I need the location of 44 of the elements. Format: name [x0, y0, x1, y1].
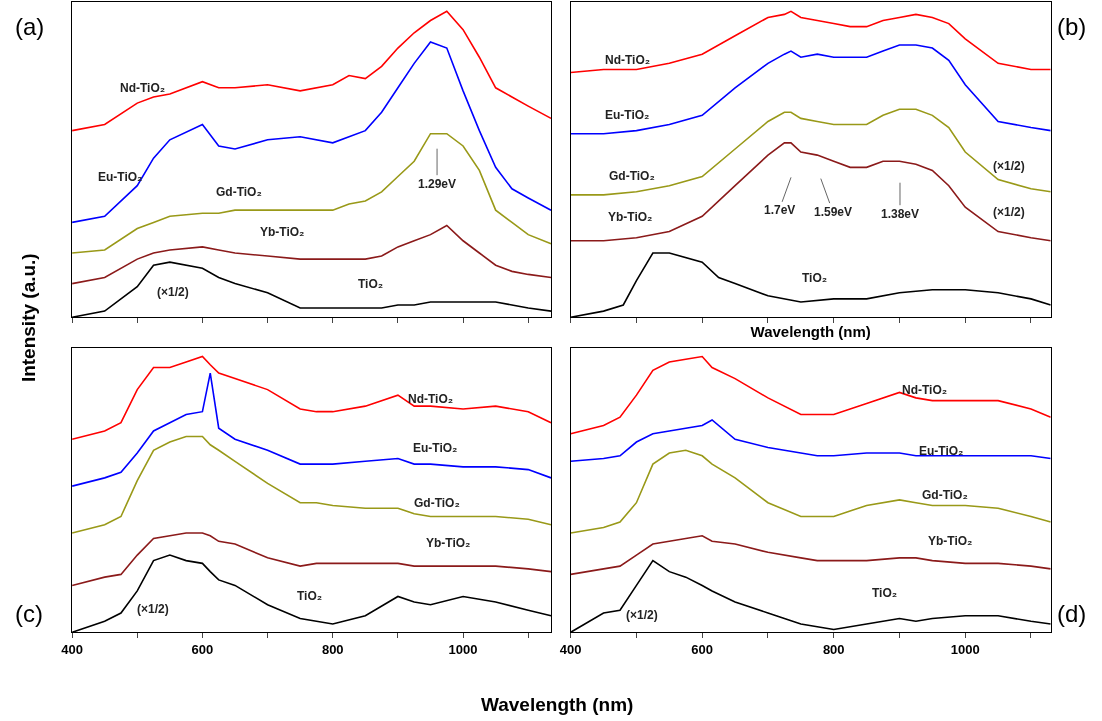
series-label: Nd-TiO₂ [902, 383, 948, 397]
series-label: Yb-TiO₂ [928, 534, 973, 548]
series-label: Eu-TiO₂ [98, 170, 143, 184]
annotation: (×1/2) [626, 608, 658, 622]
x-axis-title: Wavelength (nm) [481, 694, 634, 715]
series-label: Yb-TiO₂ [260, 225, 305, 239]
series-label: Eu-TiO₂ [413, 441, 458, 455]
annotation: (×1/2) [993, 205, 1025, 219]
x-tick-label: 1000 [950, 642, 980, 658]
series-label: Nd-TiO₂ [605, 53, 651, 67]
x-tick-label: 800 [822, 642, 845, 658]
x-tick-label: 1000 [448, 642, 478, 658]
x-tick-label: 600 [191, 642, 214, 658]
series-label: Gd-TiO₂ [216, 185, 262, 199]
x-tick-label: 600 [691, 642, 714, 658]
series-label: Nd-TiO₂ [120, 81, 166, 95]
series-label: Gd-TiO₂ [609, 169, 655, 183]
annotation: (×1/2) [137, 602, 169, 616]
x-tick-label: 400 [61, 642, 83, 658]
series-label: TiO₂ [872, 586, 898, 600]
chart-title: (a) [15, 13, 45, 40]
annotation: 1.29eV [418, 177, 457, 191]
series-label: Yb-TiO₂ [426, 536, 471, 550]
series-label: Gd-TiO₂ [414, 496, 460, 510]
chart-title: (b) [1057, 13, 1087, 40]
series-label: TiO₂ [358, 277, 384, 291]
series-label: TiO₂ [802, 271, 828, 285]
series-label: Yb-TiO₂ [608, 210, 653, 224]
series-label: Gd-TiO₂ [922, 488, 968, 502]
text: (d) [1057, 600, 1087, 627]
text: (c) [15, 600, 43, 627]
annotation: (×1/2) [993, 159, 1025, 173]
series-label: TiO₂ [297, 589, 323, 603]
annotation: (×1/2) [157, 285, 189, 299]
annotation: 1.7eV [764, 203, 796, 217]
x-tick-label: 400 [559, 642, 582, 658]
y-axis-title: Intensity (a.u.) [17, 253, 39, 383]
annotation: 1.59eV [814, 205, 853, 219]
series-label: Eu-TiO₂ [605, 108, 650, 122]
x-axis-title: Wavelength (nm) [750, 323, 871, 341]
series-label: Eu-TiO₂ [919, 444, 964, 458]
annotation: 1.38eV [881, 207, 920, 221]
x-tick-label: 800 [321, 642, 344, 658]
series-label: Nd-TiO₂ [408, 392, 454, 406]
